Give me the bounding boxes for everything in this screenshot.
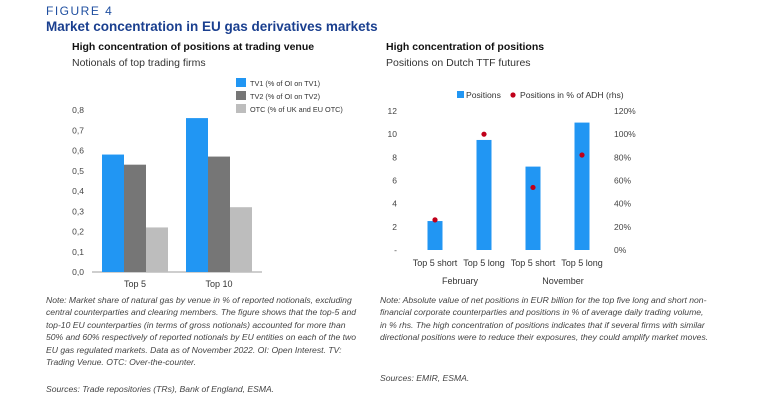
right-dot [481, 131, 487, 137]
right-x-tick-label: Top 5 long [463, 258, 505, 268]
right-chart-subtitle: Positions on Dutch TTF futures [386, 57, 531, 69]
right-bar [476, 139, 492, 250]
right-x-tick-label: Top 5 short [511, 258, 556, 268]
left-bar [146, 227, 168, 272]
right-y-tick-label: 10 [388, 129, 398, 139]
right-dot [579, 152, 585, 158]
left-y-tick-label: 0,6 [72, 146, 84, 156]
right-y2-tick-label: 100% [614, 129, 636, 139]
right-dot [432, 217, 438, 223]
left-legend-swatch [236, 91, 246, 100]
right-y-tick-label: 6 [392, 176, 397, 186]
right-bar [427, 221, 443, 250]
right-legend-label: Positions in % of ADH (rhs) [520, 90, 624, 100]
left-y-tick-label: 0,0 [72, 267, 84, 277]
right-legend-dot [510, 92, 516, 98]
left-bar [230, 207, 252, 272]
right-y-tick-label: 8 [392, 152, 397, 162]
right-group-label: February [442, 276, 479, 286]
right-y2-tick-label: 0% [614, 245, 627, 255]
right-y-tick-label: - [394, 245, 397, 255]
right-dot [530, 184, 536, 191]
left-chart-title: High concentration of positions at tradi… [72, 41, 315, 53]
left-chart-sources: Sources: Trade repositories (TRs), Bank … [46, 384, 275, 394]
right-legend-label: Positions [466, 90, 501, 100]
left-y-tick-label: 0,3 [72, 206, 84, 216]
left-y-tick-label: 0,8 [72, 105, 84, 115]
left-bar [124, 164, 146, 272]
right-y-tick-label: 12 [388, 106, 398, 116]
right-y2-tick-label: 20% [614, 222, 631, 232]
left-y-tick-label: 0,5 [72, 166, 84, 176]
right-group-label: November [542, 276, 584, 286]
left-x-tick-label: Top 10 [205, 279, 232, 289]
right-y2-tick-label: 40% [614, 199, 631, 209]
figure-title: Market concentration in EU gas derivativ… [46, 19, 378, 34]
right-x-tick-label: Top 5 long [561, 258, 603, 268]
right-y-tick-label: 2 [392, 222, 397, 232]
left-legend-swatch [236, 78, 246, 87]
right-y2-tick-label: 60% [614, 176, 631, 186]
left-bar [208, 156, 230, 272]
right-bar [525, 166, 541, 250]
left-legend-label: TV2 (% of OI on TV2) [250, 92, 320, 101]
left-x-tick-label: Top 5 [124, 279, 146, 289]
left-legend-label: TV1 (% of OI on TV1) [250, 79, 320, 88]
left-bar [186, 118, 208, 272]
left-legend-label: OTC (% of UK and EU OTC) [250, 105, 343, 114]
left-chart-subtitle: Notionals of top trading firms [72, 57, 206, 69]
right-chart-title: High concentration of positions [386, 41, 545, 53]
left-y-tick-label: 0,7 [72, 125, 84, 135]
left-y-tick-label: 0,4 [72, 186, 84, 196]
left-legend-swatch [236, 104, 246, 113]
right-chart-note: Note: Absolute value of net positions in… [380, 295, 709, 343]
right-y-tick-label: 4 [392, 199, 397, 209]
figure-label: FIGURE 4 [46, 4, 114, 18]
right-legend-swatch [457, 91, 464, 98]
left-chart-note: Note: Market share of natural gas by ven… [46, 295, 357, 368]
right-chart-sources: Sources: EMIR, ESMA. [380, 373, 470, 383]
left-bar [102, 154, 124, 272]
right-x-tick-label: Top 5 short [413, 258, 458, 268]
right-y2-tick-label: 120% [614, 106, 636, 116]
left-y-tick-label: 0,1 [72, 247, 84, 257]
left-y-tick-label: 0,2 [72, 227, 84, 237]
right-y2-tick-label: 80% [614, 152, 631, 162]
right-bar [574, 122, 590, 250]
